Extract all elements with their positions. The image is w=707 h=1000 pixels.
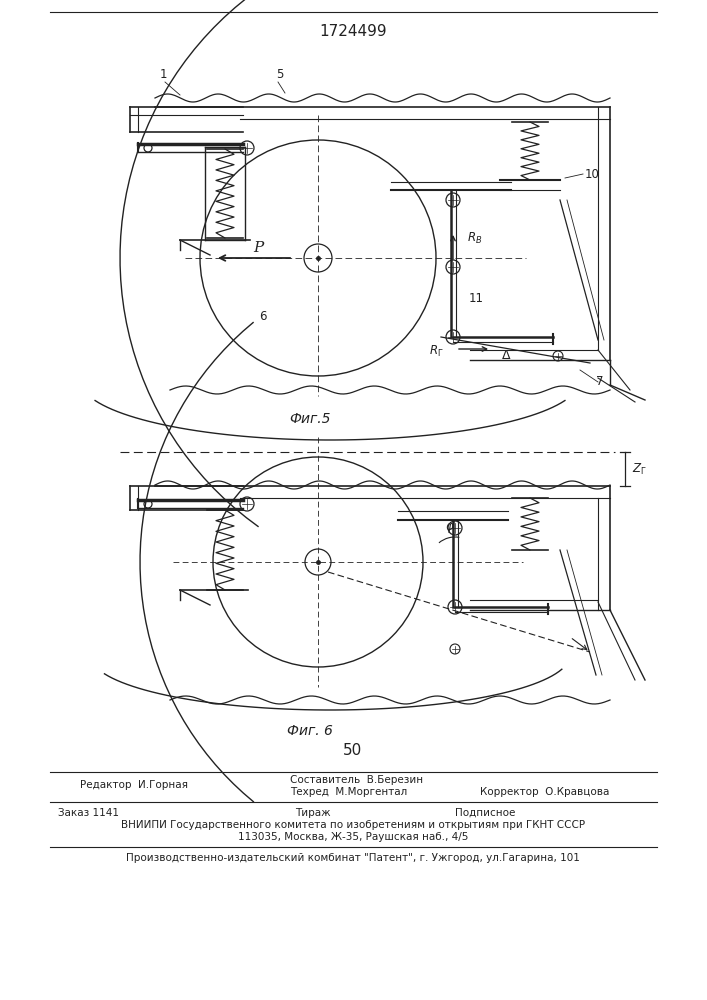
- Text: 1: 1: [159, 68, 167, 81]
- Text: 11: 11: [469, 292, 484, 305]
- Text: 5: 5: [276, 68, 284, 81]
- Text: P: P: [253, 241, 263, 255]
- Text: $Z_\Gamma$: $Z_\Gamma$: [632, 461, 647, 477]
- Text: 7: 7: [596, 375, 604, 388]
- Text: Техред  М.Моргентал: Техред М.Моргентал: [290, 787, 407, 797]
- Text: Фиг.5: Фиг.5: [289, 412, 331, 426]
- Text: ВНИИПИ Государственного комитета по изобретениям и открытиям при ГКНТ СССР: ВНИИПИ Государственного комитета по изоб…: [121, 820, 585, 830]
- Text: 50: 50: [344, 743, 363, 758]
- Text: $\Delta$: $\Delta$: [501, 349, 511, 362]
- Text: Подписное: Подписное: [455, 808, 515, 818]
- Text: $R_B$: $R_B$: [467, 231, 482, 246]
- Text: Фиг. 6: Фиг. 6: [287, 724, 333, 738]
- Text: Составитель  В.Березин: Составитель В.Березин: [290, 775, 423, 785]
- Text: 1724499: 1724499: [319, 24, 387, 39]
- Text: 113035, Москва, Ж-35, Раушская наб., 4/5: 113035, Москва, Ж-35, Раушская наб., 4/5: [238, 832, 468, 842]
- Text: Производственно-издательский комбинат "Патент", г. Ужгород, ул.Гагарина, 101: Производственно-издательский комбинат "П…: [126, 853, 580, 863]
- Text: Заказ 1141: Заказ 1141: [58, 808, 119, 818]
- Text: Тираж: Тираж: [295, 808, 331, 818]
- Text: 10: 10: [585, 168, 600, 181]
- Text: $R_\Gamma$: $R_\Gamma$: [428, 344, 443, 359]
- Text: $\varphi$: $\varphi$: [445, 521, 455, 535]
- Text: 6: 6: [259, 310, 267, 323]
- Text: Корректор  О.Кравцова: Корректор О.Кравцова: [480, 787, 609, 797]
- Text: Редактор  И.Горная: Редактор И.Горная: [80, 780, 188, 790]
